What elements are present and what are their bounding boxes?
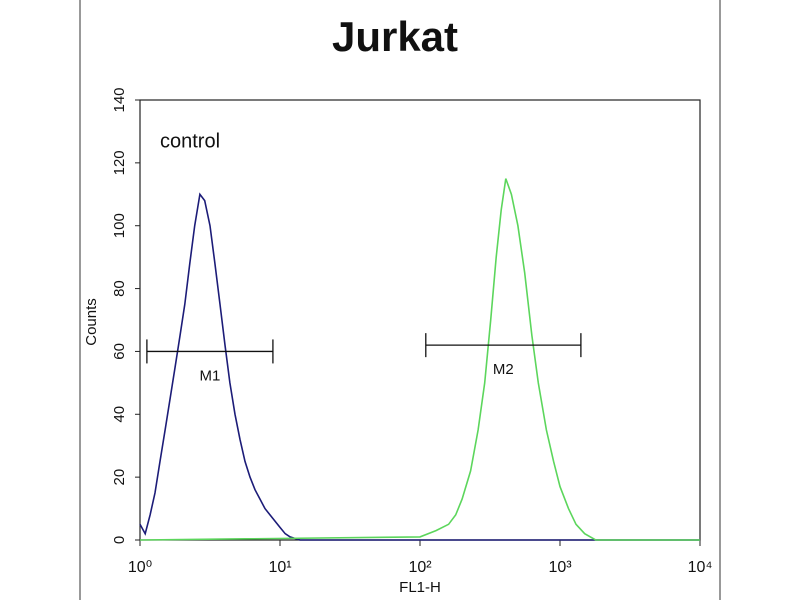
y-tick-label: 0 (111, 536, 128, 544)
histogram-line (139, 178, 700, 541)
histogram-line (139, 192, 700, 541)
y-tick-label: 60 (111, 343, 128, 360)
y-tick-label: 120 (111, 150, 128, 175)
y-tick-label: 40 (111, 406, 128, 423)
x-tick-label: 10⁴ (688, 559, 713, 576)
marker-label: M2 (493, 361, 514, 378)
y-tick-label: 100 (111, 213, 128, 238)
series-label: control (160, 130, 220, 152)
x-axis-label: FL1-H (399, 579, 441, 596)
y-tick-label: 80 (111, 280, 128, 297)
x-tick-label: 10³ (548, 559, 572, 576)
y-tick-label: 140 (111, 87, 128, 112)
x-tick-label: 10¹ (268, 559, 291, 576)
y-tick-label: 20 (111, 469, 128, 486)
x-tick-label: 10² (408, 559, 432, 576)
marker-label: M1 (199, 367, 220, 384)
x-tick-label: 10⁰ (128, 559, 152, 576)
chart-title: Jurkat (332, 13, 458, 60)
y-axis-label: Counts (83, 298, 100, 346)
